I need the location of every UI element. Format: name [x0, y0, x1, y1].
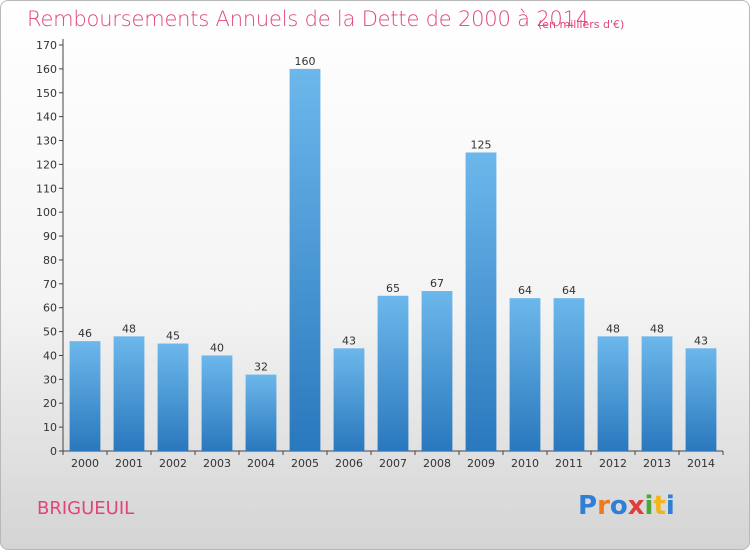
bar: [465, 152, 497, 451]
data-label: 65: [386, 282, 400, 295]
data-label: 160: [295, 55, 316, 68]
bar: [113, 336, 145, 451]
x-tick-label: 2003: [203, 457, 231, 470]
x-tick-label: 2000: [71, 457, 99, 470]
data-label: 46: [78, 327, 92, 340]
logo-letter: x: [627, 491, 645, 521]
bar: [333, 348, 365, 451]
y-tick-label: 100: [36, 206, 57, 219]
bar: [377, 295, 409, 451]
y-tick-label: 70: [43, 278, 57, 291]
bar: [69, 341, 101, 451]
bars: 46 48 45 40 32 160 43 65 67 125 64 64 48 48 43: [69, 55, 717, 451]
bar: [421, 290, 453, 451]
y-tick-label: 40: [43, 349, 57, 362]
data-label: 43: [694, 334, 708, 347]
data-label: 40: [210, 341, 224, 354]
logo-letter: o: [609, 491, 628, 521]
y-axis: 0 10 20 30 40 50 60 70 80 90 100 110 120 130 140 150 160…: [36, 39, 64, 458]
y-tick-label: 120: [36, 158, 57, 171]
y-tick-label: 60: [43, 302, 57, 315]
y-tick-label: 140: [36, 111, 57, 124]
y-tick-label: 150: [36, 87, 57, 100]
x-tick-label: 2014: [687, 457, 715, 470]
bar: [641, 336, 673, 451]
x-axis: 2000 2001 2002 2003 2004 2005 2006 2007 2008 2009…: [62, 450, 724, 470]
y-tick-label: 90: [43, 230, 57, 243]
data-label: 64: [518, 284, 532, 297]
data-label: 48: [122, 322, 136, 335]
data-label: 125: [471, 138, 492, 151]
x-tick-label: 2013: [643, 457, 671, 470]
y-tick-label: 130: [36, 135, 57, 148]
chart-subtitle: (en milliers d'€): [538, 18, 625, 31]
x-tick-label: 2004: [247, 457, 275, 470]
y-tick-label: 160: [36, 63, 57, 76]
x-tick-label: 2012: [599, 457, 627, 470]
x-tick-label: 2011: [555, 457, 583, 470]
data-label: 43: [342, 334, 356, 347]
bar: [597, 336, 629, 451]
x-tick-label: 2007: [379, 457, 407, 470]
proxiti-logo: Proxiti: [578, 491, 675, 521]
y-tick-label: 0: [50, 445, 57, 458]
y-tick-label: 10: [43, 421, 57, 434]
data-label: 32: [254, 361, 268, 374]
x-tick-label: 2006: [335, 457, 363, 470]
y-tick-label: 170: [36, 39, 57, 52]
x-tick-label: 2008: [423, 457, 451, 470]
bar: [289, 68, 321, 451]
y-tick-label: 110: [36, 182, 57, 195]
x-tick-label: 2001: [115, 457, 143, 470]
chart-title: Remboursements Annuels de la Dette de 20…: [27, 7, 589, 31]
y-tick-label: 30: [43, 373, 57, 386]
x-tick-label: 2005: [291, 457, 319, 470]
x-tick-label: 2010: [511, 457, 539, 470]
y-tick-label: 20: [43, 397, 57, 410]
data-label: 67: [430, 277, 444, 290]
x-tick-label: 2009: [467, 457, 495, 470]
logo-letter: P: [578, 491, 598, 521]
y-tick-label: 50: [43, 326, 57, 339]
bar: [553, 298, 585, 451]
commune-name: BRIGUEUIL: [37, 498, 135, 519]
x-tick-label: 2002: [159, 457, 187, 470]
data-label: 45: [166, 330, 180, 343]
logo-letter: r: [597, 491, 610, 521]
bar: [245, 374, 277, 451]
logo-letter: t: [653, 491, 666, 521]
y-tick-label: 80: [43, 254, 57, 267]
bar: [201, 355, 233, 451]
bar: [157, 343, 189, 451]
logo-letter: i: [665, 491, 675, 521]
bar: [685, 348, 717, 451]
data-label: 64: [562, 284, 576, 297]
logo-letter: i: [644, 491, 654, 521]
data-label: 48: [606, 322, 620, 335]
bar: [509, 298, 541, 451]
data-label: 48: [650, 322, 664, 335]
